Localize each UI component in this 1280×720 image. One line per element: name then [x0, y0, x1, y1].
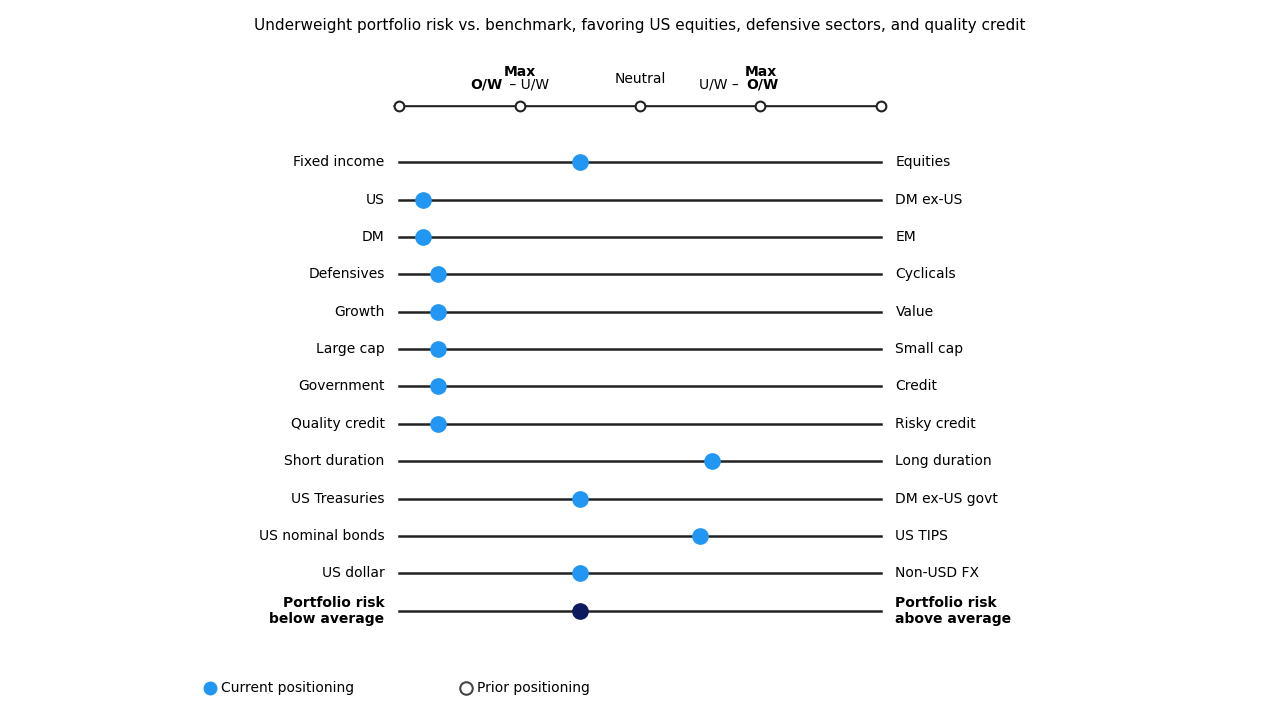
Text: – U/W: – U/W [506, 78, 549, 92]
Text: US nominal bonds: US nominal bonds [259, 529, 384, 543]
Text: DM: DM [362, 230, 384, 244]
Text: Large cap: Large cap [316, 342, 384, 356]
Text: Neutral: Neutral [614, 72, 666, 86]
Text: Equities: Equities [896, 156, 951, 169]
Text: Fixed income: Fixed income [293, 156, 384, 169]
Text: US Treasuries: US Treasuries [291, 492, 384, 505]
Text: EM: EM [896, 230, 916, 244]
Text: Defensives: Defensives [308, 267, 384, 282]
Text: Non-USD FX: Non-USD FX [896, 566, 979, 580]
Text: Value: Value [896, 305, 933, 319]
Text: Prior positioning: Prior positioning [477, 680, 590, 695]
Text: Government: Government [298, 379, 384, 393]
Text: Portfolio risk
below average: Portfolio risk below average [270, 595, 384, 626]
Text: US: US [366, 192, 384, 207]
Text: Long duration: Long duration [896, 454, 992, 468]
Text: US dollar: US dollar [321, 566, 384, 580]
Text: Underweight portfolio risk vs. benchmark, favoring US equities, defensive sector: Underweight portfolio risk vs. benchmark… [255, 18, 1025, 33]
Text: Credit: Credit [896, 379, 937, 393]
Text: Small cap: Small cap [896, 342, 964, 356]
Text: Max: Max [503, 66, 535, 79]
Text: Cyclicals: Cyclicals [896, 267, 956, 282]
Text: Current positioning: Current positioning [221, 680, 355, 695]
Text: Max: Max [745, 66, 777, 79]
Text: Short duration: Short duration [284, 454, 384, 468]
Text: Risky credit: Risky credit [896, 417, 977, 431]
Text: DM ex-US: DM ex-US [896, 192, 963, 207]
Text: O/W: O/W [746, 78, 778, 92]
Text: Growth: Growth [334, 305, 384, 319]
Text: O/W: O/W [471, 78, 503, 92]
Text: U/W –: U/W – [699, 78, 744, 92]
Text: US TIPS: US TIPS [896, 529, 948, 543]
Text: Portfolio risk
above average: Portfolio risk above average [896, 595, 1011, 626]
Text: DM ex-US govt: DM ex-US govt [896, 492, 998, 505]
Text: Quality credit: Quality credit [291, 417, 384, 431]
